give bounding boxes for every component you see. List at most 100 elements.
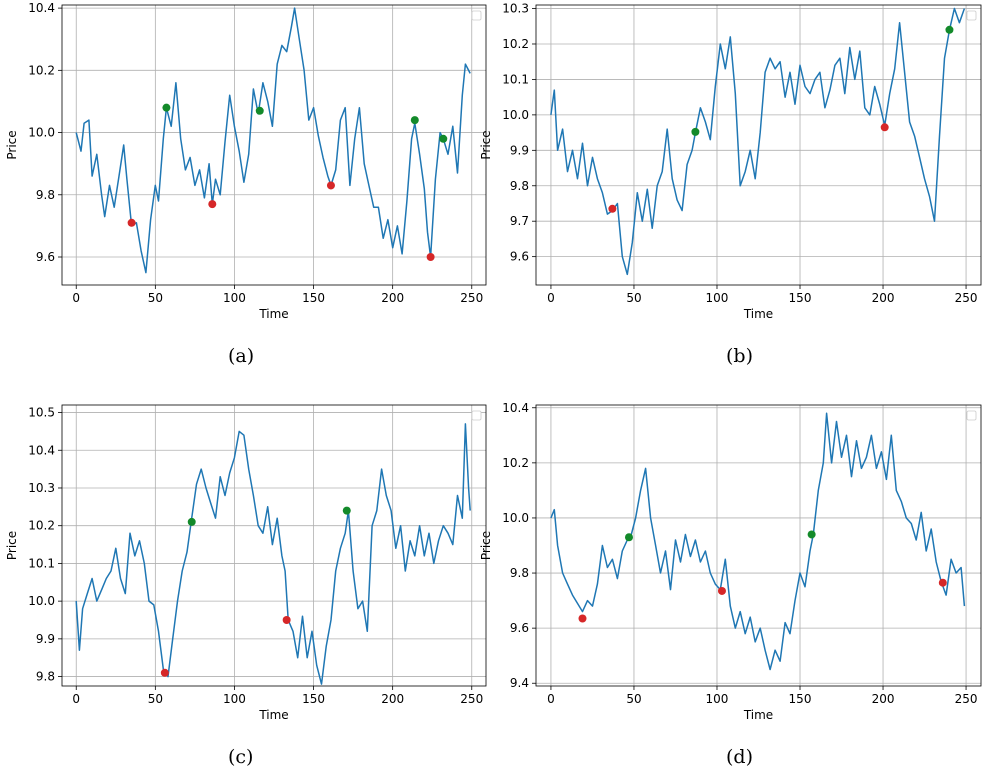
y-tick-label: 10.0 <box>502 511 529 525</box>
x-tick-label: 100 <box>706 291 729 305</box>
x-tick-label: 50 <box>626 291 641 305</box>
caption-b: (b) <box>726 345 753 367</box>
y-tick-label: 9.8 <box>510 566 529 580</box>
y-tick-label: 9.8 <box>510 179 529 193</box>
x-tick-label: 250 <box>955 291 978 305</box>
y-tick-label: 10.0 <box>28 594 55 608</box>
buy-marker <box>342 506 351 515</box>
legend-box <box>471 10 482 21</box>
legend-box <box>966 10 977 21</box>
x-tick-label: 0 <box>547 291 555 305</box>
y-tick-label: 10.2 <box>28 63 55 77</box>
y-tick-label: 10.4 <box>28 443 55 457</box>
y-tick-label: 9.6 <box>510 621 529 635</box>
chart-svg: 0 50 100 150 200 250 9.4 9.6 9.8 10.0 10.2 10.4 Time… <box>479 401 982 722</box>
x-tick-label: 100 <box>223 692 246 706</box>
y-tick-label: 9.4 <box>510 676 529 690</box>
x-tick-label: 150 <box>302 291 325 305</box>
chart-svg: 0 50 100 150 200 250 9.6 9.8 10.0 10.2 10.4 Time Pri… <box>5 1 487 321</box>
chart-svg: 0 50 100 150 200 250 9.8 9.9 10.0 10.1 10.2 10.3 10.… <box>5 404 487 722</box>
buy-marker <box>807 530 816 539</box>
x-tick-label: 100 <box>706 692 729 706</box>
y-tick-label: 9.8 <box>36 670 55 684</box>
y-tick-label: 10.2 <box>502 37 529 51</box>
buy-marker <box>945 25 954 34</box>
y-axis-label: Price <box>479 531 493 560</box>
price-series-line <box>75 7 471 274</box>
y-tick-label: 10.4 <box>28 1 55 15</box>
price-series-line <box>550 7 966 276</box>
x-tick-label: 200 <box>872 291 895 305</box>
sell-marker <box>578 614 587 623</box>
x-tick-label: 50 <box>626 692 641 706</box>
y-tick-label: 9.9 <box>36 632 55 646</box>
chart-panel-d: 0 50 100 150 200 250 9.4 9.6 9.8 10.0 10.2 10.4 Time… <box>479 400 990 730</box>
chart-panel-b: 0 50 100 150 200 250 9.6 9.7 9.8 9.9 10.0 10.1 10.2 1… <box>479 0 990 330</box>
x-tick-label: 250 <box>460 291 483 305</box>
x-axis-label: Time <box>258 307 288 321</box>
sell-marker <box>208 200 217 209</box>
buy-marker <box>691 127 700 136</box>
y-tick-label: 9.6 <box>510 250 529 264</box>
y-tick-label: 9.9 <box>510 143 529 157</box>
sell-marker <box>880 123 889 132</box>
y-tick-label: 10.3 <box>28 481 55 495</box>
chart-panel-c: 0 50 100 150 200 250 9.8 9.9 10.0 10.1 10.2 10.3 10.… <box>0 400 490 730</box>
x-tick-label: 250 <box>955 692 978 706</box>
price-series-line <box>550 412 966 671</box>
x-tick-label: 0 <box>547 692 555 706</box>
y-tick-label: 10.2 <box>502 456 529 470</box>
price-series-line <box>75 423 471 685</box>
y-axis-label: Price <box>5 130 19 159</box>
legend-box <box>966 410 977 421</box>
caption-a: (a) <box>228 345 255 367</box>
x-tick-label: 200 <box>381 692 404 706</box>
plot-frame <box>61 4 487 286</box>
x-axis-label: Time <box>743 708 773 722</box>
chart-panel-a: 0 50 100 150 200 250 9.6 9.8 10.0 10.2 10.4 Time Pri… <box>0 0 490 330</box>
sell-marker <box>127 218 136 227</box>
y-axis-label: Price <box>5 531 19 560</box>
buy-marker <box>255 106 264 115</box>
caption-d: (d) <box>726 746 753 768</box>
buy-marker <box>162 103 171 112</box>
caption-c: (c) <box>228 746 254 768</box>
x-axis-label: Time <box>258 708 288 722</box>
y-tick-label: 9.8 <box>36 188 55 202</box>
buy-marker <box>624 533 633 542</box>
y-tick-label: 10.5 <box>28 406 55 420</box>
x-tick-label: 100 <box>223 291 246 305</box>
plot-frame <box>535 404 982 687</box>
sell-marker <box>426 253 435 261</box>
y-tick-label: 10.0 <box>502 108 529 122</box>
y-tick-label: 10.4 <box>502 401 529 415</box>
buy-marker <box>439 134 448 143</box>
plot-frame <box>535 4 982 286</box>
chart-svg: 0 50 100 150 200 250 9.6 9.7 9.8 9.9 10.0 10.1 10.2 1… <box>479 2 982 321</box>
sell-marker <box>938 578 947 587</box>
sell-marker <box>282 615 291 624</box>
x-tick-label: 50 <box>148 692 163 706</box>
buy-marker <box>410 116 419 125</box>
x-tick-label: 150 <box>789 692 812 706</box>
x-axis-label: Time <box>743 307 773 321</box>
sell-marker <box>326 181 335 190</box>
sell-marker <box>717 586 726 595</box>
buy-marker <box>187 517 196 526</box>
x-tick-label: 150 <box>789 291 812 305</box>
y-tick-label: 10.1 <box>502 72 529 86</box>
x-tick-label: 0 <box>72 692 80 706</box>
plot-frame <box>61 404 487 687</box>
sell-marker <box>160 668 169 677</box>
y-tick-label: 9.7 <box>510 214 529 228</box>
sell-marker <box>608 204 617 213</box>
y-tick-label: 10.1 <box>28 556 55 570</box>
x-tick-label: 200 <box>872 692 895 706</box>
x-tick-label: 50 <box>148 291 163 305</box>
x-tick-label: 150 <box>302 692 325 706</box>
x-tick-label: 0 <box>72 291 80 305</box>
legend-box <box>471 410 482 421</box>
y-tick-label: 10.2 <box>28 519 55 533</box>
y-tick-label: 9.6 <box>36 250 55 264</box>
y-tick-label: 10.3 <box>502 2 529 16</box>
